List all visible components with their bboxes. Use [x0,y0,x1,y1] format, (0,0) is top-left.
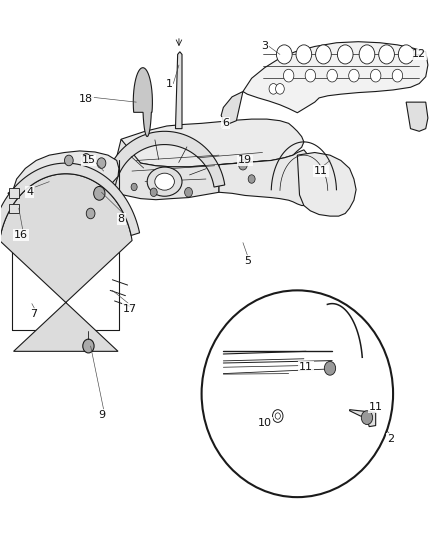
Polygon shape [113,139,219,200]
Circle shape [269,84,278,94]
Ellipse shape [201,290,393,497]
Polygon shape [176,52,182,128]
Polygon shape [350,410,376,426]
Polygon shape [104,131,225,187]
Polygon shape [0,174,132,351]
Polygon shape [121,119,304,167]
Text: 15: 15 [81,156,95,165]
Circle shape [97,158,106,168]
Polygon shape [133,68,152,136]
Circle shape [86,208,95,219]
Text: 17: 17 [123,304,137,314]
Circle shape [316,45,331,64]
Text: 12: 12 [412,50,426,59]
Text: 5: 5 [244,256,251,266]
Circle shape [379,45,394,64]
Text: 19: 19 [238,156,252,165]
Circle shape [94,187,105,200]
Circle shape [185,188,192,197]
Text: 2: 2 [387,434,395,444]
Text: 10: 10 [258,418,272,428]
Polygon shape [297,152,356,216]
Text: 7: 7 [31,309,38,319]
Circle shape [327,69,337,82]
Circle shape [296,45,312,64]
Circle shape [283,69,294,82]
Circle shape [359,45,375,64]
Polygon shape [219,150,323,206]
Text: 18: 18 [79,94,93,104]
Text: 1: 1 [166,78,173,88]
Circle shape [371,69,381,82]
Ellipse shape [155,173,174,190]
Text: 9: 9 [98,410,105,420]
Circle shape [337,45,353,64]
Polygon shape [243,42,428,113]
Text: 4: 4 [26,187,33,197]
Text: 6: 6 [222,118,229,128]
Text: 11: 11 [314,166,328,176]
Circle shape [272,410,283,422]
Circle shape [83,339,94,353]
Polygon shape [221,92,243,123]
Text: 8: 8 [117,214,125,224]
Circle shape [150,188,157,197]
Bar [9,204,19,214]
Circle shape [275,413,280,419]
Circle shape [248,175,255,183]
Circle shape [349,69,359,82]
Text: 3: 3 [261,42,268,52]
Text: 11: 11 [299,362,313,372]
Polygon shape [8,151,119,202]
Circle shape [82,154,91,164]
Circle shape [276,84,284,94]
Circle shape [398,45,414,64]
Bar [9,188,19,198]
Circle shape [324,361,336,375]
Text: 11: 11 [369,402,383,412]
Circle shape [131,183,137,191]
Circle shape [276,45,292,64]
Ellipse shape [147,167,182,196]
Text: 16: 16 [14,230,28,240]
Polygon shape [406,102,428,131]
Circle shape [361,411,373,424]
Circle shape [305,69,316,82]
Circle shape [392,69,403,82]
Circle shape [64,155,73,166]
Circle shape [239,159,247,170]
Polygon shape [0,163,140,236]
